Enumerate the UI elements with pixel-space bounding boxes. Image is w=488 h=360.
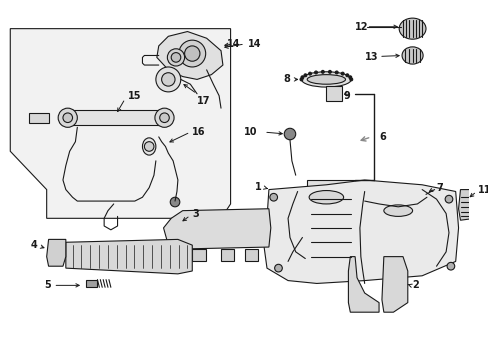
Ellipse shape: [306, 75, 345, 84]
Polygon shape: [66, 239, 192, 274]
Text: 13: 13: [364, 53, 377, 62]
Text: 5: 5: [43, 280, 50, 291]
Circle shape: [304, 74, 306, 77]
Circle shape: [58, 108, 77, 127]
Polygon shape: [306, 180, 354, 276]
Circle shape: [301, 76, 304, 79]
Circle shape: [171, 53, 181, 62]
Circle shape: [274, 264, 282, 272]
Circle shape: [162, 73, 175, 86]
Polygon shape: [264, 180, 458, 283]
Polygon shape: [29, 113, 48, 122]
Text: 6: 6: [378, 132, 385, 142]
Text: 1: 1: [254, 182, 261, 192]
Ellipse shape: [401, 47, 422, 64]
Polygon shape: [221, 249, 234, 261]
Circle shape: [144, 142, 154, 151]
Circle shape: [167, 49, 184, 66]
Circle shape: [328, 71, 331, 73]
Polygon shape: [192, 249, 205, 261]
Circle shape: [335, 71, 338, 74]
Circle shape: [155, 108, 174, 127]
Text: 9: 9: [343, 91, 349, 101]
Circle shape: [308, 72, 311, 75]
Circle shape: [446, 262, 454, 270]
Text: 16: 16: [192, 127, 205, 137]
Polygon shape: [157, 32, 223, 80]
Circle shape: [160, 113, 169, 122]
Circle shape: [63, 113, 72, 122]
Text: 15: 15: [128, 91, 142, 101]
Circle shape: [300, 78, 302, 81]
Circle shape: [348, 76, 351, 79]
Circle shape: [282, 261, 289, 268]
Ellipse shape: [308, 190, 343, 204]
Circle shape: [444, 195, 452, 203]
Circle shape: [179, 40, 205, 67]
Text: 4: 4: [30, 240, 37, 250]
Polygon shape: [10, 29, 230, 218]
Text: 7: 7: [436, 183, 443, 193]
Polygon shape: [458, 190, 476, 220]
Circle shape: [156, 67, 181, 92]
Text: 10: 10: [244, 127, 257, 137]
Circle shape: [184, 46, 200, 61]
Text: 3: 3: [192, 208, 199, 219]
Circle shape: [345, 74, 348, 77]
Polygon shape: [244, 249, 258, 261]
Circle shape: [321, 71, 324, 73]
Polygon shape: [347, 257, 378, 312]
Text: 11: 11: [477, 185, 488, 194]
Polygon shape: [325, 86, 341, 102]
Ellipse shape: [383, 205, 412, 216]
Circle shape: [349, 78, 352, 81]
Polygon shape: [86, 280, 97, 287]
Ellipse shape: [301, 72, 350, 87]
Text: 2: 2: [412, 280, 419, 291]
Text: 14: 14: [226, 39, 240, 49]
Ellipse shape: [398, 18, 425, 39]
Text: 17: 17: [197, 96, 210, 106]
Polygon shape: [46, 239, 66, 266]
Polygon shape: [163, 209, 270, 249]
Circle shape: [269, 193, 277, 201]
Circle shape: [284, 128, 295, 140]
Text: 14: 14: [247, 39, 261, 49]
Ellipse shape: [142, 138, 156, 155]
Bar: [68, 110, 159, 125]
Text: 12: 12: [354, 22, 368, 32]
Text: 8: 8: [283, 75, 289, 85]
Circle shape: [170, 197, 180, 207]
Circle shape: [314, 71, 317, 74]
Circle shape: [341, 72, 344, 75]
Polygon shape: [381, 257, 407, 312]
